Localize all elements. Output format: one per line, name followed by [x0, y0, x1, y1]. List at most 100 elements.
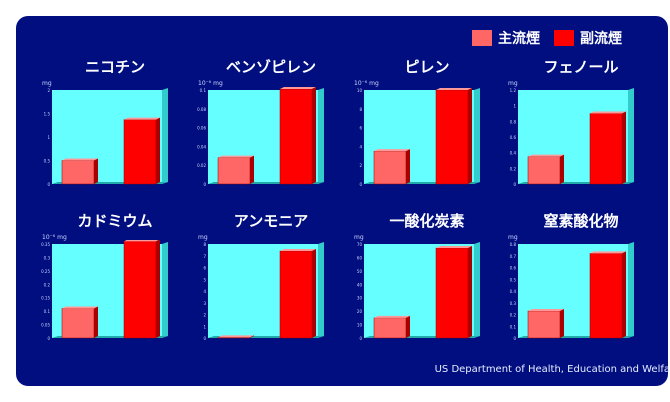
y-tick-label: 50 [357, 269, 363, 274]
chart-panel-0: ニコチン mg 0 0.5 1 1.5 2 [40, 56, 190, 216]
y-axis-unit: 10⁻⁶ mg [354, 80, 379, 87]
chart-panel-2: ピレン 10⁻⁶ mg 0 2 4 6 8 10 [352, 56, 502, 216]
bar-top [62, 158, 98, 161]
bar-side [560, 308, 564, 338]
y-axis-unit: mg [508, 234, 518, 241]
chart-panel-7: 窒素酸化物 mg 0 0.1 0.2 0.3 0.4 0.5 0.6 0.7 0.8 [506, 210, 656, 370]
y-tick-label: 30 [357, 296, 363, 301]
plot-area-side [162, 242, 168, 338]
bar-top [528, 308, 564, 311]
y-tick-label: 0 [359, 336, 362, 341]
bar-chart: 0 1 2 3 4 5 6 7 8 [203, 242, 324, 341]
y-tick-label: 0.08 [197, 107, 206, 112]
y-tick-label: 2 [359, 163, 362, 168]
y-tick-label: 0.8 [510, 242, 517, 247]
y-tick-label: 1 [203, 324, 206, 329]
bar-mainstream [61, 308, 95, 339]
bar-sidestream [123, 119, 157, 185]
y-tick-label: 0 [513, 336, 516, 341]
chart-panel-1: ベンゾピレン 10⁻⁶ mg 0 0.02 0.04 0.06 0.08 0.1 [196, 56, 346, 216]
bar-top [124, 117, 160, 120]
bar-top [374, 149, 410, 152]
bar-top [374, 315, 410, 318]
y-tick-label: 70 [357, 242, 363, 247]
bar-top [528, 154, 564, 157]
plot-area-side [318, 88, 324, 184]
bar-side [468, 246, 472, 338]
legend: 主流煙 副流煙 [472, 28, 622, 48]
y-tick-label: 0.2 [44, 282, 51, 287]
bar-sidestream [435, 247, 469, 339]
bar-chart: 0 0.1 0.2 0.3 0.4 0.5 0.6 0.7 0.8 [510, 242, 634, 341]
bar-top [218, 335, 254, 338]
bar-side [250, 335, 254, 338]
y-tick-label: 0.6 [510, 135, 517, 140]
y-tick-label: 4 [359, 144, 362, 149]
bar-chart: 0 0.02 0.04 0.06 0.08 0.1 [197, 87, 324, 187]
bar-side [156, 240, 160, 338]
y-tick-label: 0.04 [197, 144, 206, 149]
plot-area-side [474, 88, 480, 184]
y-tick-label: 0.4 [510, 151, 517, 156]
y-axis-unit: mg [354, 234, 364, 241]
y-axis-unit: mg [198, 234, 208, 241]
y-axis-unit: mg [508, 80, 518, 87]
chart-title: アンモニア [233, 212, 309, 230]
y-tick-label: 0.25 [41, 269, 50, 274]
bar-mainstream [373, 317, 407, 339]
y-tick-label: 0.3 [510, 301, 517, 306]
y-tick-label: 0.2 [510, 313, 517, 318]
y-tick-label: 1.5 [44, 112, 51, 117]
legend-item-sidestream: 副流煙 [554, 28, 622, 48]
bar-chart: 0 10 20 30 40 50 60 70 [357, 242, 480, 341]
bar-side [468, 88, 472, 184]
bar-top [590, 111, 626, 114]
y-tick-label: 0.5 [44, 159, 51, 164]
bar-sidestream [279, 88, 313, 185]
bar-chart: 0 0.2 0.4 0.6 0.8 1 1.2 [510, 88, 634, 187]
chart-panel-6: 一酸化炭素 mg 0 10 20 30 40 50 60 70 [352, 210, 502, 370]
bar-top [436, 246, 472, 249]
y-tick-label: 2 [47, 88, 50, 93]
y-tick-label: 0.02 [197, 163, 206, 168]
bar-top [124, 240, 159, 242]
chart-panel-4: カドミウム 10⁻⁶ mg 0 0.05 0.1 0.15 0.2 0.25 0.3 0.35 [40, 210, 190, 370]
bar-sidestream [435, 89, 469, 185]
y-tick-label: 1 [47, 135, 50, 140]
bar-side [560, 154, 564, 184]
bar-side [250, 155, 254, 184]
bar-mainstream [61, 160, 95, 185]
bar-side [622, 111, 626, 184]
y-tick-label: 1 [513, 104, 516, 109]
legend-swatch-sidestream [554, 30, 574, 46]
y-tick-label: 5 [203, 277, 206, 282]
y-tick-label: 0.06 [197, 126, 206, 131]
y-tick-label: 0 [203, 336, 206, 341]
y-tick-label: 0.1 [510, 324, 517, 329]
y-tick-label: 0.15 [41, 296, 50, 301]
y-tick-label: 0 [513, 182, 516, 187]
y-tick-label: 0.1 [200, 88, 207, 93]
y-tick-label: 0.8 [510, 119, 517, 124]
legend-item-mainstream: 主流煙 [472, 28, 540, 48]
y-tick-label: 60 [357, 255, 363, 260]
bar-mainstream [373, 150, 407, 185]
bar-side [406, 315, 410, 338]
y-tick-label: 0.5 [510, 277, 517, 282]
chart-title: カドミウム [77, 212, 153, 230]
y-tick-label: 0 [47, 336, 50, 341]
y-tick-label: 8 [359, 107, 362, 112]
y-axis-unit: mg [42, 80, 52, 87]
y-tick-label: 0 [203, 182, 206, 187]
chart-title: ベンゾピレン [225, 58, 316, 76]
bar-chart: 0 0.05 0.1 0.15 0.2 0.25 0.3 0.35 [41, 240, 168, 341]
source-credit: US Department of Health, Education and W… [434, 364, 670, 375]
bar-sidestream [589, 253, 623, 339]
chart-title: ピレン [404, 58, 450, 76]
y-tick-label: 8 [203, 242, 206, 247]
y-tick-label: 6 [203, 266, 206, 271]
bar-side [312, 87, 316, 184]
bar-side [622, 251, 626, 338]
y-tick-label: 0.4 [510, 289, 517, 294]
y-tick-label: 2 [203, 313, 206, 318]
